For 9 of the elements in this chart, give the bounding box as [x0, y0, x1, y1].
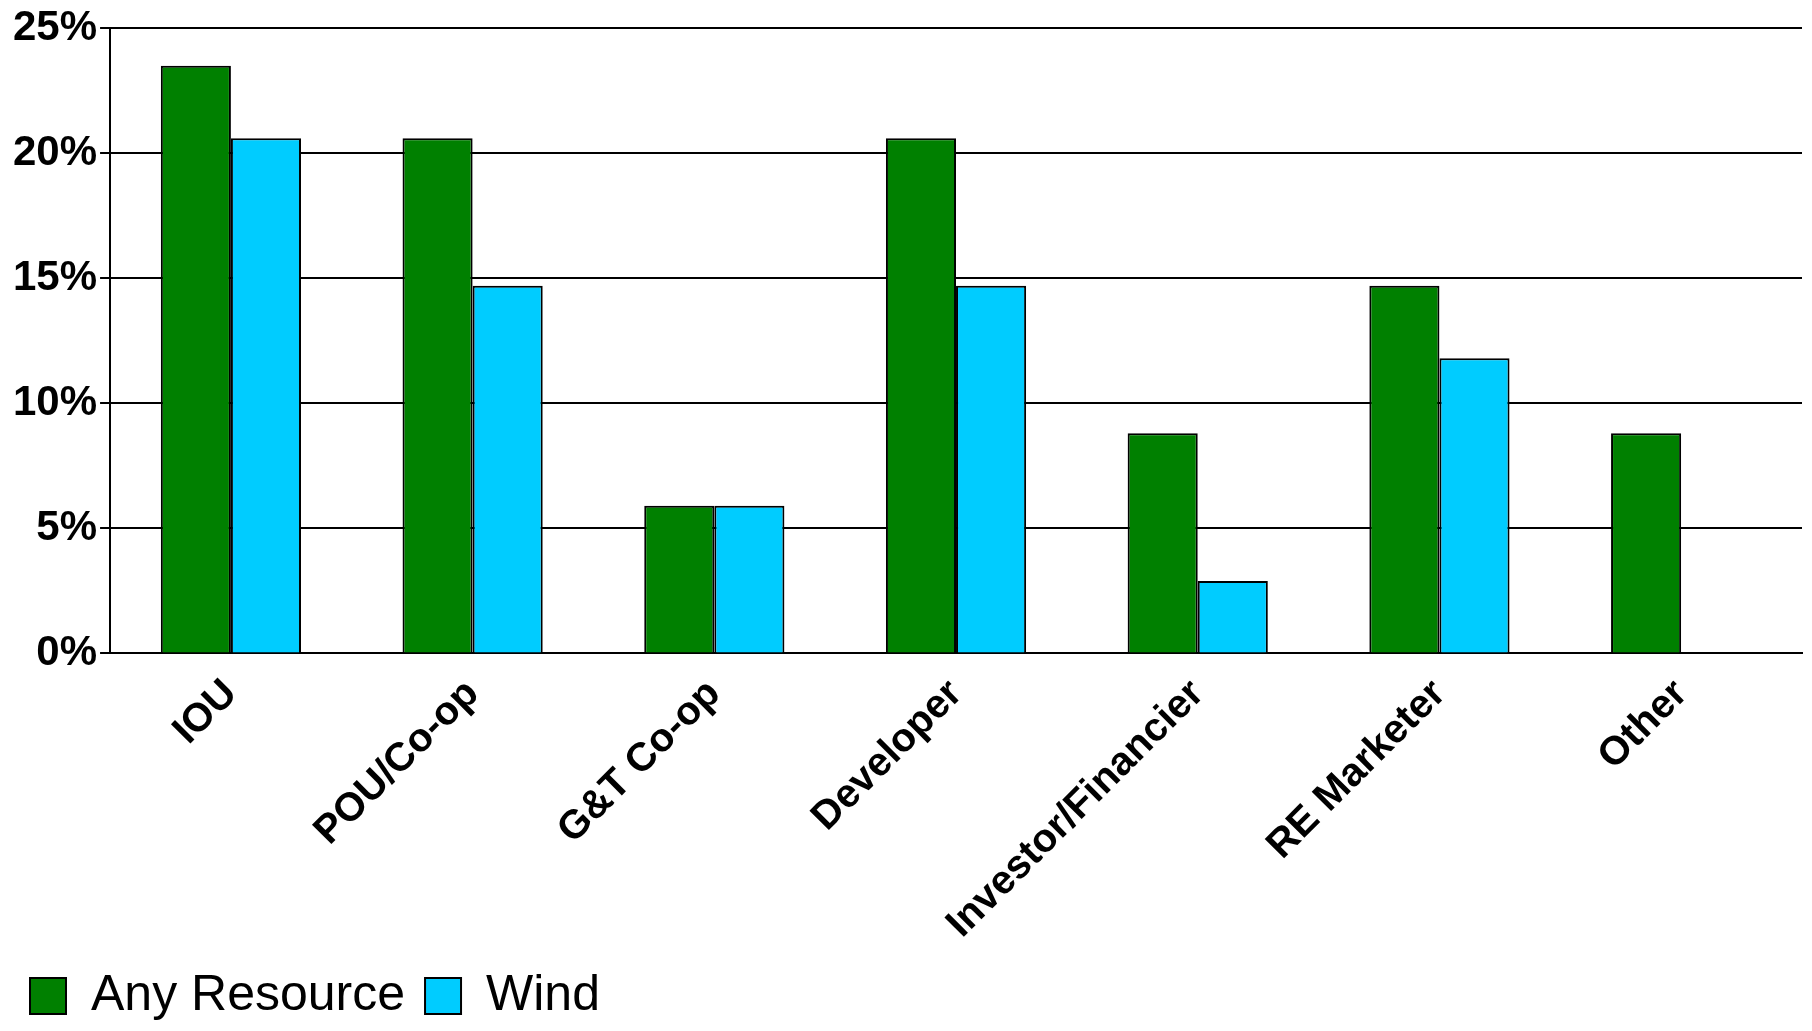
y-tick-label: 25% — [13, 1, 98, 49]
y-tick-label: 0% — [36, 627, 98, 674]
legend-label: Wind — [486, 964, 600, 1021]
y-tick-label: 5% — [36, 501, 98, 549]
x-tick-label: IOU — [162, 669, 245, 752]
y-tick-label: 15% — [13, 251, 98, 299]
y-tick-label: 10% — [13, 376, 98, 424]
legend-label: Any Resource — [91, 964, 406, 1021]
y-tick-label: 20% — [13, 126, 98, 174]
